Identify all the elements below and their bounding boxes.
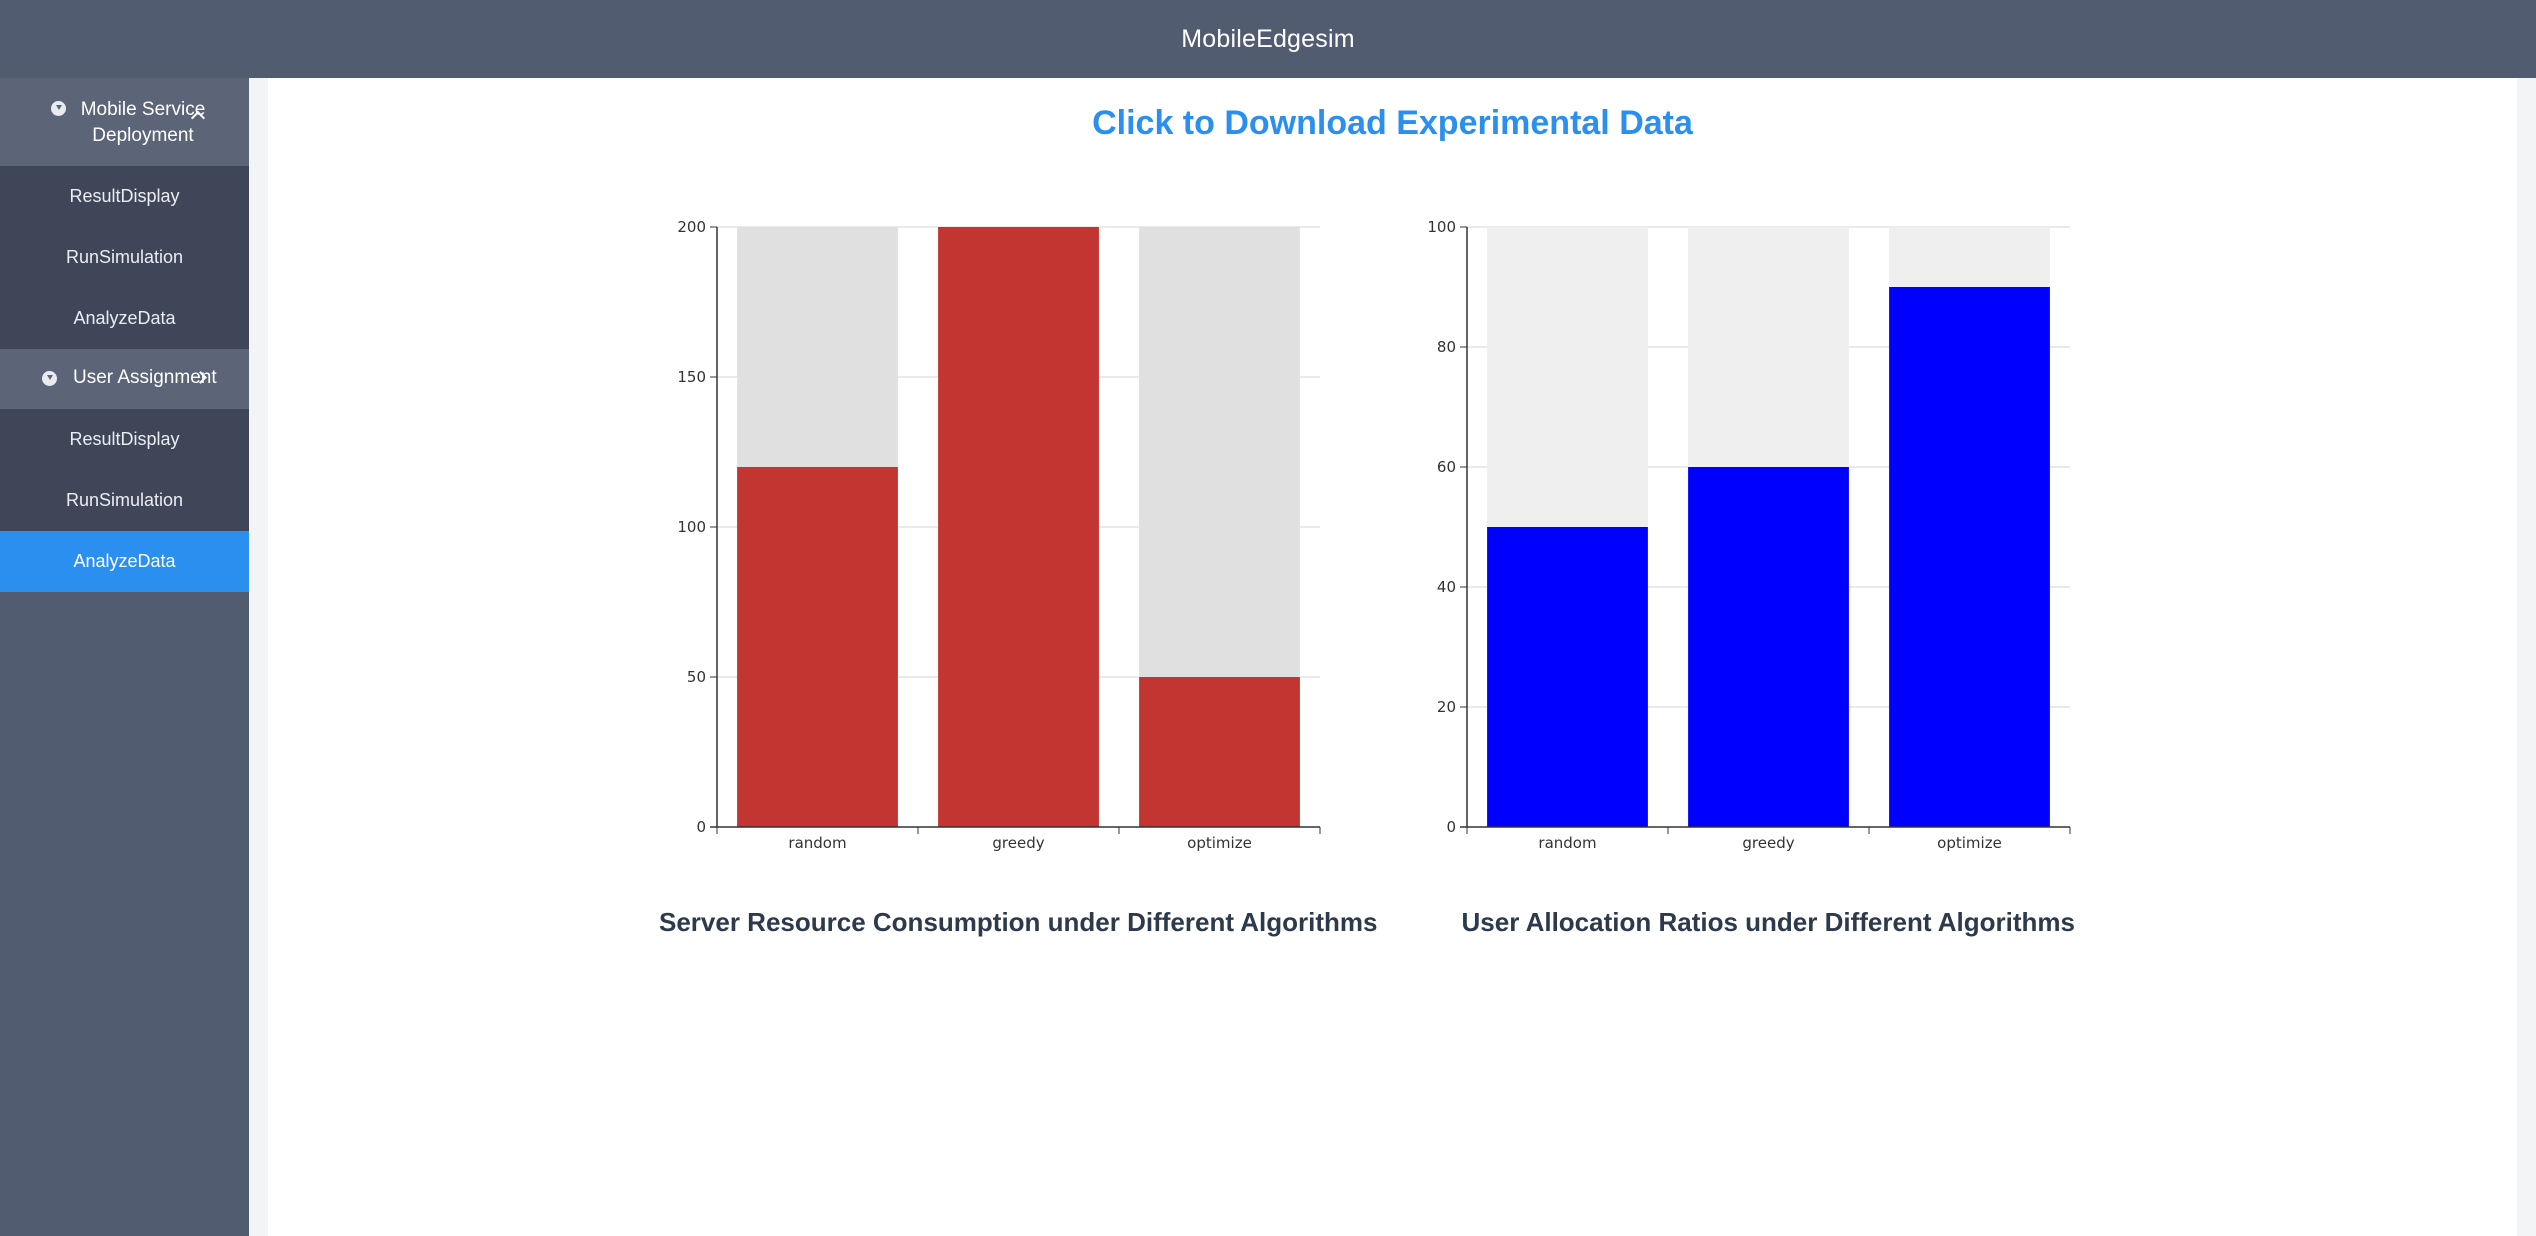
main-content: Click to Download Experimental Data 0 50 1… bbox=[268, 78, 2517, 1236]
menu-item-deployment-runsimulation[interactable]: RunSimulation bbox=[0, 227, 249, 288]
bar-optimize[interactable] bbox=[1139, 677, 1300, 827]
y-tick-label: 20 bbox=[1437, 698, 1456, 716]
app-title: MobileEdgesim bbox=[1181, 24, 1355, 53]
x-tick-label: greedy bbox=[992, 834, 1044, 852]
menu-item-deployment-resultdisplay[interactable]: ResultDisplay bbox=[0, 166, 249, 227]
menu-group-label: User Assignment bbox=[73, 367, 217, 388]
x-tick-label: random bbox=[1538, 834, 1596, 852]
bar-greedy[interactable] bbox=[1688, 467, 1849, 827]
y-tick-label: 150 bbox=[677, 368, 706, 386]
y-tick-label: 50 bbox=[687, 668, 706, 686]
y-tick-label: 80 bbox=[1437, 338, 1456, 356]
bar-optimize[interactable] bbox=[1889, 287, 2050, 827]
x-tick-label: optimize bbox=[1937, 834, 2002, 852]
x-tick-label: optimize bbox=[1187, 834, 1252, 852]
menu-group-mobile-service-deployment[interactable]: Mobile Service Deployment bbox=[0, 78, 249, 166]
download-data-link[interactable]: Click to Download Experimental Data bbox=[1092, 104, 1693, 142]
x-tick-label: greedy bbox=[1742, 834, 1794, 852]
bar-greedy[interactable] bbox=[938, 227, 1099, 827]
menu-item-deployment-analyzedata[interactable]: AnalyzeData bbox=[0, 288, 249, 349]
circle-chevron-icon bbox=[51, 101, 66, 116]
menu-group-label: Mobile Service Deployment bbox=[80, 99, 206, 146]
user-allocation-chart-svg: 0 20 40 60 80 100 random greedy optimize bbox=[1427, 218, 2071, 852]
server-resource-chart-title: Server Resource Consumption under Differ… bbox=[659, 907, 1378, 937]
menu-item-assignment-resultdisplay[interactable]: ResultDisplay bbox=[0, 409, 249, 470]
x-tick-label: random bbox=[788, 834, 846, 852]
menu-group-user-assignment[interactable]: User Assignment bbox=[0, 349, 249, 409]
y-tick-label: 0 bbox=[696, 818, 706, 836]
server-resource-chart: 0 50 100 150 200 random greedy optimize bbox=[648, 202, 1608, 922]
bar-random[interactable] bbox=[737, 467, 898, 827]
user-allocation-chart: 0 20 40 60 80 100 random greedy optimize bbox=[1398, 202, 2358, 922]
y-tick-label: 40 bbox=[1437, 578, 1456, 596]
circle-chevron-icon bbox=[42, 371, 57, 386]
user-allocation-chart-title: User Allocation Ratios under Different A… bbox=[1461, 907, 2075, 937]
y-tick-label: 0 bbox=[1446, 818, 1456, 836]
y-tick-label: 100 bbox=[677, 518, 706, 536]
bar-random[interactable] bbox=[1487, 527, 1648, 827]
y-tick-label: 60 bbox=[1437, 458, 1456, 476]
menu-item-assignment-analyzedata[interactable]: AnalyzeData bbox=[0, 531, 249, 592]
y-tick-label: 100 bbox=[1427, 218, 1456, 236]
server-resource-chart-svg: 0 50 100 150 200 random greedy optimize bbox=[677, 218, 1321, 852]
sidebar-menu: Mobile Service Deployment ResultDisplay … bbox=[0, 78, 249, 1236]
top-header-bar: MobileEdgesim bbox=[0, 0, 2536, 78]
menu-item-assignment-runsimulation[interactable]: RunSimulation bbox=[0, 470, 249, 531]
y-tick-label: 200 bbox=[677, 218, 706, 236]
